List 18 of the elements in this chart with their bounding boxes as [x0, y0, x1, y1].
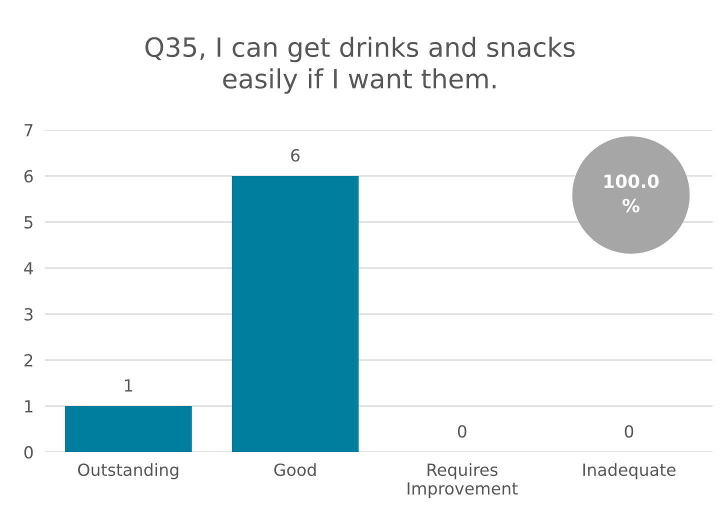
y-tick-label: 2 — [24, 354, 32, 366]
y-tick-label: 7 — [24, 124, 32, 136]
x-tick-label: Outstanding — [78, 463, 178, 480]
y-tick-label: 0 — [24, 446, 33, 459]
x-tick-label: Good — [274, 463, 316, 476]
y-tick-label: 3 — [24, 308, 33, 321]
x-tick-label: Requires Improvement — [408, 463, 518, 498]
data-label: 0 — [624, 425, 634, 438]
y-tick-label: 5 — [24, 216, 32, 229]
x-tick-label: Inadequate — [583, 463, 676, 480]
data-label: 6 — [291, 149, 300, 162]
annotation: 100.0 % — [604, 174, 659, 212]
y-tick-label: 6 — [24, 170, 33, 183]
data-label: 0 — [458, 425, 466, 438]
y-tick-label: 1 — [25, 400, 32, 412]
data-label: 1 — [124, 379, 132, 392]
y-tick-label: 4 — [24, 262, 33, 274]
chart-title: Q35, I can get drinks and snacks easily if I want them. — [145, 36, 575, 94]
